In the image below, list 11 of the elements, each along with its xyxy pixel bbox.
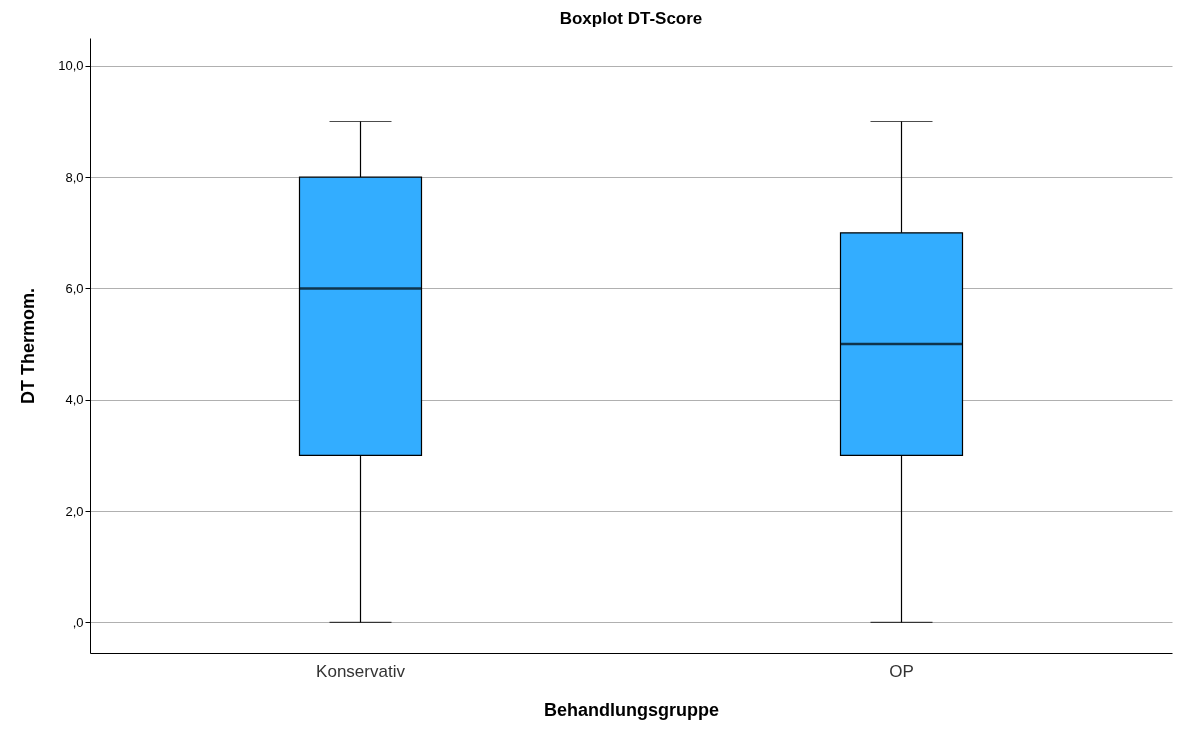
y-tick-label: 4,0: [65, 392, 84, 408]
y-tick-label: 8,0: [65, 169, 84, 185]
y-tick-label: ,0: [72, 614, 84, 630]
x-axis-title: Behandlungsgruppe: [544, 699, 719, 720]
y-tick-label: 10,0: [58, 58, 84, 74]
chart-title: Boxplot DT-Score: [559, 9, 703, 28]
y-axis-title: DT Thermom.: [18, 287, 39, 405]
x-tick-label: OP: [889, 661, 914, 681]
y-tick-label: 6,0: [65, 280, 84, 296]
y-tick-label: 2,0: [65, 503, 84, 519]
x-tick-label: Konservativ: [316, 661, 406, 681]
